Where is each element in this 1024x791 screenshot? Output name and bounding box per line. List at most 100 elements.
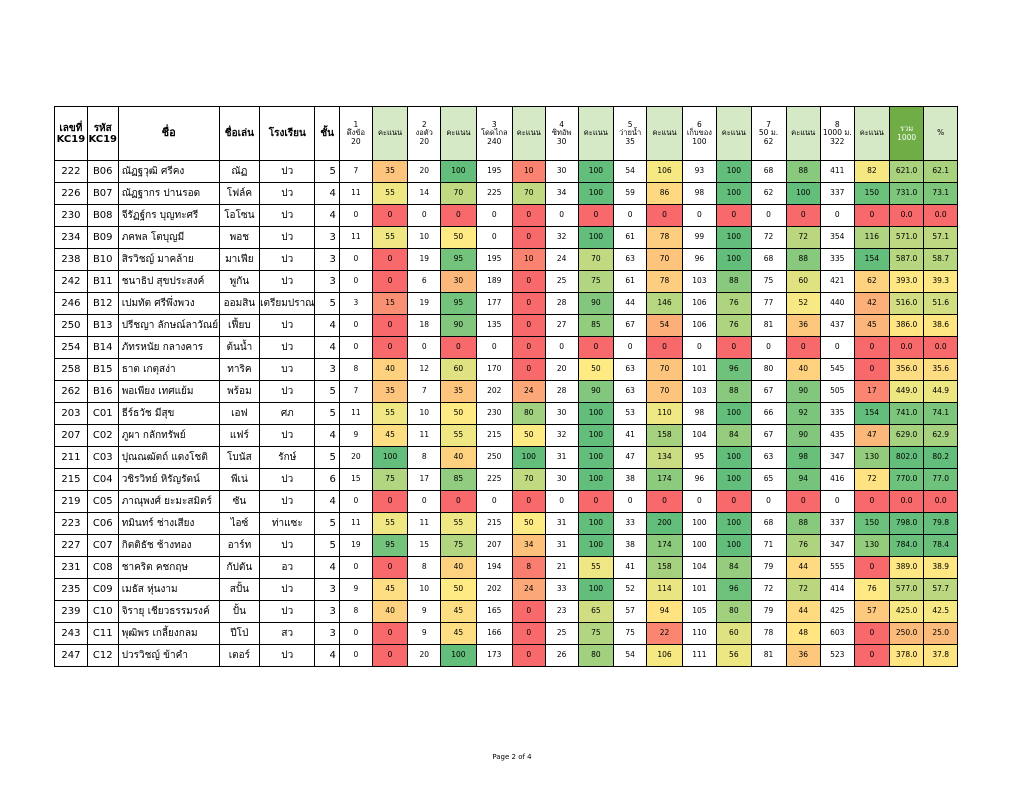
cell-school: ปว bbox=[259, 578, 316, 601]
cell-raw-8: 414 bbox=[819, 578, 855, 601]
cell-grade: 3 bbox=[314, 358, 340, 381]
cell-grade: 6 bbox=[314, 468, 340, 491]
cell-percent: 38.6 bbox=[923, 314, 959, 337]
cell-score-8: 154 bbox=[853, 248, 891, 271]
cell-school: ปว bbox=[259, 204, 316, 227]
cell-raw-4: 30 bbox=[544, 402, 579, 425]
cell-raw-5: 54 bbox=[613, 160, 648, 183]
cell-score-8: 130 bbox=[853, 446, 891, 469]
cell-raw-2: 15 bbox=[407, 534, 442, 557]
cell-score-7: 48 bbox=[785, 622, 821, 645]
cell-score-3: 8 bbox=[512, 556, 546, 579]
cell-total: 250.0 bbox=[888, 622, 925, 645]
cell-score-7: 0 bbox=[785, 336, 821, 359]
cell-id: 262 bbox=[54, 380, 88, 403]
cell-raw-8: 603 bbox=[819, 622, 855, 645]
cell-raw-3: 195 bbox=[475, 248, 514, 271]
cell-score-7: 40 bbox=[785, 358, 821, 381]
cell-raw-4: 28 bbox=[544, 292, 579, 315]
cell-total: 731.0 bbox=[888, 182, 925, 205]
cell-raw-8: 505 bbox=[819, 380, 855, 403]
cell-score-4: 100 bbox=[577, 534, 615, 557]
cell-grade: 5 bbox=[314, 380, 340, 403]
table-row: 258 B15 ธาต เกตุสง่า ทาริค บว 3 8 40 12 60 170 0 20 5… bbox=[54, 358, 1024, 381]
cell-nickname: เตอร์ bbox=[218, 644, 261, 667]
cell-raw-2: 11 bbox=[407, 512, 442, 535]
cell-nickname: แฟร์ bbox=[218, 424, 261, 447]
table-row: 215 C04 วชิรวิทย์ หิรัญรัตน์ พีเน่ ปว 6 15 75 17… bbox=[54, 468, 1024, 491]
cell-raw-6: 0 bbox=[681, 204, 718, 227]
cell-score-3: 0 bbox=[512, 226, 546, 249]
cell-school: รักษ์ bbox=[259, 446, 316, 469]
cell-score-5: 174 bbox=[646, 468, 683, 491]
cell-raw-7: 68 bbox=[750, 512, 787, 535]
cell-score-5: 70 bbox=[646, 380, 683, 403]
cell-raw-1: 8 bbox=[338, 358, 373, 381]
cell-score-8: 0 bbox=[853, 336, 891, 359]
cell-raw-3: 135 bbox=[475, 314, 514, 337]
cell-raw-2: 12 bbox=[407, 358, 442, 381]
cell-code: C12 bbox=[86, 644, 119, 667]
cell-score-7: 76 bbox=[785, 534, 821, 557]
cell-nickname: ทาริค bbox=[218, 358, 261, 381]
cell-raw-3: 177 bbox=[475, 292, 514, 315]
cell-raw-7: 0 bbox=[750, 490, 787, 513]
cell-score-5: 110 bbox=[646, 402, 683, 425]
cell-score-1: 0 bbox=[371, 556, 409, 579]
cell-raw-2: 8 bbox=[407, 446, 442, 469]
cell-raw-5: 67 bbox=[613, 314, 648, 337]
cell-raw-6: 96 bbox=[681, 248, 718, 271]
cell-raw-8: 354 bbox=[819, 226, 855, 249]
header-score-1: คะแนน bbox=[371, 106, 409, 161]
cell-raw-6: 100 bbox=[681, 534, 718, 557]
cell-raw-4: 23 bbox=[544, 600, 579, 623]
cell-raw-5: 54 bbox=[613, 644, 648, 667]
header-event-3: 3 โดดไกล 240 bbox=[475, 106, 514, 161]
cell-raw-6: 106 bbox=[681, 314, 718, 337]
cell-total: 425.0 bbox=[888, 600, 925, 623]
table-row: 247 C12 ปวรวิชญ์ ข้าคำ เตอร์ ปว 4 0 0 20 100 173 0 2… bbox=[54, 644, 1024, 667]
cell-raw-1: 0 bbox=[338, 204, 373, 227]
cell-raw-7: 79 bbox=[750, 556, 787, 579]
cell-raw-2: 9 bbox=[407, 600, 442, 623]
page-footer: Page 2 of 4 bbox=[492, 753, 532, 761]
cell-raw-7: 67 bbox=[750, 380, 787, 403]
header-event-8: 8 1000 ม. 322 bbox=[819, 106, 855, 161]
cell-raw-1: 11 bbox=[338, 512, 373, 535]
cell-score-2: 95 bbox=[440, 248, 477, 271]
cell-id: 203 bbox=[54, 402, 88, 425]
cell-score-1: 40 bbox=[371, 358, 409, 381]
cell-code: C04 bbox=[86, 468, 119, 491]
cell-raw-3: 189 bbox=[475, 270, 514, 293]
cell-total: 741.0 bbox=[888, 402, 925, 425]
cell-score-8: 0 bbox=[853, 556, 891, 579]
cell-school: ปว bbox=[259, 270, 316, 293]
cell-raw-1: 11 bbox=[338, 226, 373, 249]
cell-nickname: กัปตัน bbox=[218, 556, 261, 579]
cell-grade: 3 bbox=[314, 270, 340, 293]
table-row: 231 C08 ชาคริต คชกฤษ กัปตัน อว 4 0 0 8 40 194 8 21 55… bbox=[54, 556, 1024, 579]
table-row: 238 B10 สิรวิชญ์ มาคล้าย มาเฟีย ปว 3 0 0 19 95 195… bbox=[54, 248, 1024, 271]
cell-percent: 25.0 bbox=[923, 622, 959, 645]
cell-score-3: 0 bbox=[512, 600, 546, 623]
cell-raw-7: 0 bbox=[750, 336, 787, 359]
cell-score-7: 92 bbox=[785, 402, 821, 425]
cell-raw-5: 0 bbox=[613, 204, 648, 227]
cell-raw-3: 215 bbox=[475, 512, 514, 535]
cell-raw-7: 77 bbox=[750, 292, 787, 315]
cell-raw-2: 7 bbox=[407, 380, 442, 403]
cell-nickname: เอฟ bbox=[218, 402, 261, 425]
cell-raw-4: 28 bbox=[544, 380, 579, 403]
cell-school: ปว bbox=[259, 468, 316, 491]
cell-score-5: 158 bbox=[646, 556, 683, 579]
cell-score-6: 0 bbox=[716, 490, 752, 513]
cell-raw-6: 103 bbox=[681, 380, 718, 403]
cell-grade: 3 bbox=[314, 226, 340, 249]
cell-id: 242 bbox=[54, 270, 88, 293]
table-row: 262 B16 พอเพียง เทศแย้ม พร้อม ปว 5 7 35 7 35 202 24… bbox=[54, 380, 1024, 403]
cell-score-8: 130 bbox=[853, 534, 891, 557]
cell-score-6: 56 bbox=[716, 644, 752, 667]
cell-score-7: 36 bbox=[785, 644, 821, 667]
cell-raw-5: 0 bbox=[613, 490, 648, 513]
cell-raw-3: 0 bbox=[475, 226, 514, 249]
